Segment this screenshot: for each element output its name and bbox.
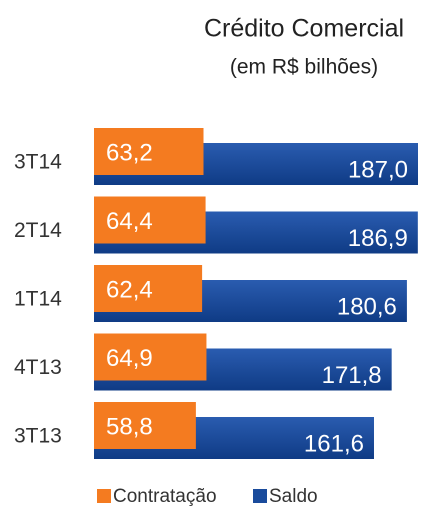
category-label: 4T13: [14, 356, 62, 379]
value-label: 58,8: [106, 413, 153, 440]
bar: [94, 265, 203, 312]
bar: [94, 196, 206, 244]
legend-swatch: [97, 489, 111, 503]
chart-subtitle: (em R$ bilhões): [230, 56, 378, 79]
value-label: 63,2: [106, 139, 153, 166]
value-label: 186,9: [348, 225, 408, 252]
category-label: 1T14: [14, 288, 62, 311]
legend-label: Contratação: [113, 486, 217, 507]
value-label: 187,0: [348, 156, 408, 183]
legend-swatch: [253, 489, 267, 503]
category-label: 3T13: [14, 425, 62, 448]
value-label: 64,9: [106, 345, 153, 372]
bar: [94, 402, 196, 449]
value-label: 180,6: [337, 293, 397, 320]
bar: [94, 128, 204, 175]
value-label: 62,4: [106, 276, 153, 303]
bar: [94, 333, 207, 381]
legend-label: Saldo: [269, 486, 318, 507]
category-label: 2T14: [14, 219, 62, 242]
value-label: 171,8: [322, 362, 382, 389]
value-label: 161,6: [304, 430, 364, 457]
category-label: 3T14: [14, 151, 62, 174]
value-label: 64,4: [106, 208, 153, 235]
chart-title: Crédito Comercial: [204, 15, 404, 43]
